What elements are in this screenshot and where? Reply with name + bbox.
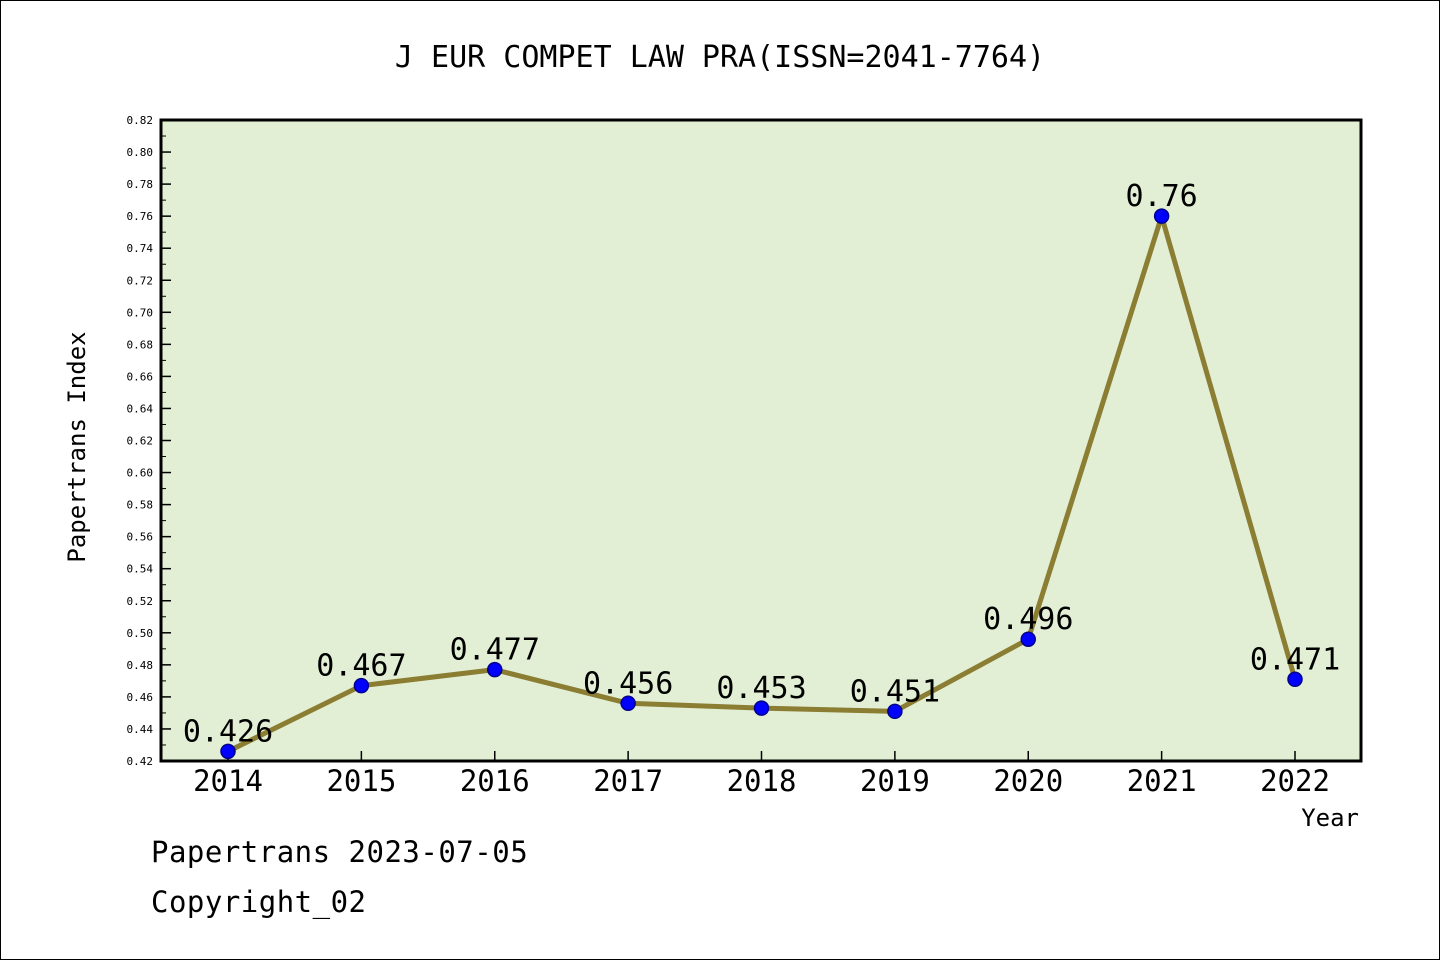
y-tick-label: 0.78 <box>127 178 154 191</box>
data-point <box>1153 208 1170 224</box>
data-point <box>1020 631 1036 647</box>
data-label: 0.451 <box>850 674 940 709</box>
y-tick-label: 0.72 <box>127 274 154 287</box>
data-label: 0.76 <box>1126 179 1198 214</box>
series-group: 0.426 0.467 0.477 0.456 0.453 0.451 0.496 0.76 0… <box>183 179 1340 760</box>
y-tick-label: 0.56 <box>127 531 154 544</box>
y-axis: 0.42 0.44 0.46 0.48 0.50 0.52 0.54 0.56 0.58 0.60… <box>127 114 171 768</box>
data-label: 0.467 <box>316 649 406 684</box>
y-tick-label: 0.52 <box>127 595 154 608</box>
data-point <box>753 700 770 716</box>
y-tick-label: 0.48 <box>127 659 154 672</box>
y-tick-label: 0.46 <box>127 691 154 704</box>
x-tick-label: 2020 <box>993 764 1063 798</box>
x-tick-label: 2016 <box>460 764 530 798</box>
y-tick-label: 0.74 <box>127 242 154 255</box>
data-label: 0.426 <box>183 714 273 749</box>
y-axis-label: Papertrans Index <box>63 331 91 562</box>
footer-copyright: Copyright_02 <box>151 885 367 919</box>
data-point <box>487 661 503 678</box>
y-tick-label: 0.42 <box>127 755 154 768</box>
chart-title: J EUR COMPET LAW PRA(ISSN=2041-7764) <box>395 40 1045 75</box>
data-point <box>1287 671 1303 688</box>
x-tick-label: 2022 <box>1260 764 1330 798</box>
x-tick-label: 2019 <box>860 764 930 798</box>
data-label: 0.471 <box>1250 642 1340 677</box>
data-point <box>887 703 903 720</box>
y-tick-label: 0.54 <box>127 563 154 576</box>
x-tick-label: 2017 <box>593 764 663 798</box>
data-point <box>220 743 236 760</box>
data-label: 0.496 <box>983 602 1073 637</box>
footer-date-line: Papertrans 2023-07-05 <box>151 835 529 869</box>
x-axis: 2014 2015 2016 2017 2018 2019 2020 2021 2022 <box>193 751 1330 798</box>
y-tick-label: 0.76 <box>127 210 154 223</box>
data-label: 0.456 <box>583 666 673 701</box>
y-tick-label: 0.68 <box>127 338 154 351</box>
y-tick-label: 0.44 <box>127 723 154 736</box>
y-tick-label: 0.58 <box>127 499 154 512</box>
x-axis-label: Year <box>1301 804 1359 832</box>
y-tick-label: 0.82 <box>127 114 154 127</box>
data-label: 0.477 <box>450 633 540 668</box>
y-tick-label: 0.62 <box>127 435 154 448</box>
x-tick-label: 2015 <box>326 764 396 798</box>
data-point <box>353 677 370 694</box>
y-tick-label: 0.80 <box>127 146 154 159</box>
x-tick-label: 2018 <box>727 764 797 798</box>
data-point <box>620 695 636 712</box>
y-tick-label: 0.64 <box>127 402 154 415</box>
y-tick-label: 0.70 <box>127 306 154 319</box>
x-tick-label: 2014 <box>193 764 263 798</box>
plot-area <box>159 118 1363 763</box>
y-tick-label: 0.60 <box>127 467 154 480</box>
data-label: 0.453 <box>716 671 806 706</box>
x-tick-label: 2021 <box>1127 764 1197 798</box>
y-tick-label: 0.66 <box>127 370 154 383</box>
y-tick-label: 0.50 <box>127 627 154 640</box>
